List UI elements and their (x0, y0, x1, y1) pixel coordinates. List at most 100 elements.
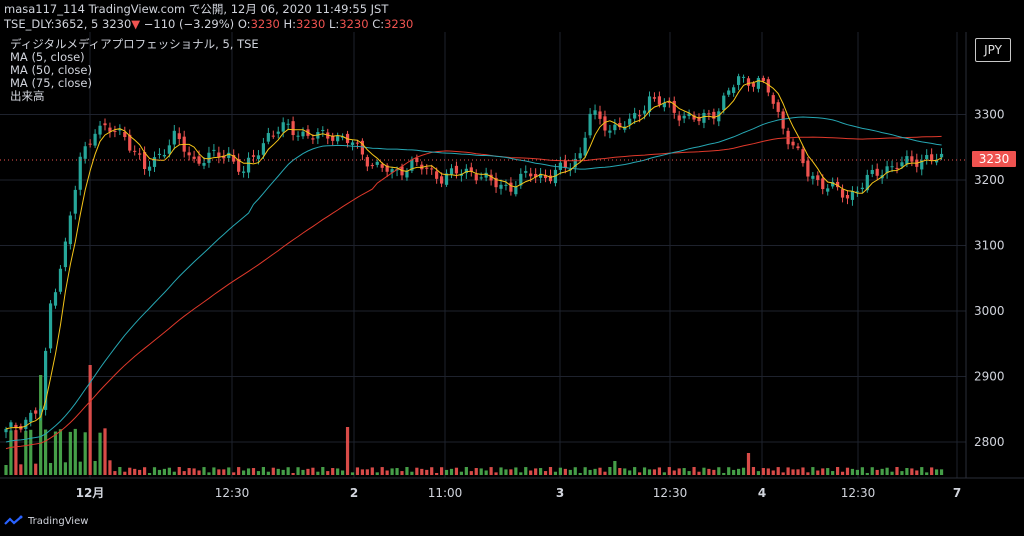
volume-bar (865, 472, 869, 475)
grid (0, 32, 966, 478)
candle-body (425, 167, 429, 169)
candle-body (548, 175, 553, 182)
candle-body (68, 215, 72, 245)
candle-body (479, 177, 483, 179)
candle-body (237, 159, 241, 172)
volume-bar (336, 468, 340, 475)
volume-bar (44, 429, 48, 475)
candle-body (687, 113, 691, 117)
volume-bar (588, 469, 592, 475)
volume-bar (583, 467, 587, 475)
candle-body (440, 176, 444, 184)
candle-body (657, 96, 661, 105)
legend-ma50[interactable]: MA (50, close) (10, 63, 92, 77)
time-axis-labels: 12月 12:30 2 11:00 3 12:30 4 12:30 7 (76, 486, 962, 500)
volume-bar (756, 471, 760, 475)
brand-name: TradingView (28, 515, 89, 527)
candle-body (464, 168, 468, 174)
volume-bar (182, 471, 186, 475)
volume-bar (647, 469, 652, 475)
volume-bar (687, 471, 691, 475)
candle-body (682, 115, 686, 119)
candle-body (138, 153, 142, 155)
currency-button[interactable]: JPY (975, 38, 1011, 62)
high-value: 3230 (296, 17, 326, 31)
volume-bar (623, 468, 627, 475)
candle-body (207, 152, 211, 163)
ma5-line (5, 80, 942, 430)
volume-bar (395, 468, 399, 475)
volume-bar (19, 464, 23, 475)
volume-bar (227, 467, 231, 475)
candle-body (167, 145, 171, 154)
candle-body (370, 165, 374, 167)
volume-bar (103, 428, 107, 475)
volume-bar (83, 432, 87, 475)
volume-bar (207, 472, 211, 475)
candle-body (573, 158, 577, 168)
volume-bar (449, 468, 454, 475)
volume-bar (370, 467, 374, 475)
volume-bar (440, 467, 444, 475)
candle-body (93, 133, 97, 146)
volume-bar (682, 468, 686, 475)
candle-body (801, 149, 805, 164)
volume-bar (766, 468, 770, 475)
volume-bar (534, 468, 538, 475)
volume-bar (276, 468, 280, 475)
candle-body (242, 171, 246, 173)
volume-bar (737, 468, 741, 475)
volume-bar (746, 453, 751, 475)
volume-bar (326, 471, 330, 475)
volume-bar (237, 467, 241, 475)
volume-bar (771, 470, 775, 475)
candle-body (534, 173, 538, 178)
candle-body (172, 130, 176, 145)
volume-bar (311, 467, 315, 475)
price-label: 2900 (974, 370, 1005, 384)
candle-body (63, 241, 67, 268)
candle-body (652, 97, 657, 99)
candle-body (558, 162, 562, 170)
candle-body (638, 115, 642, 117)
candle-body (514, 186, 518, 195)
volume-bar (514, 467, 518, 475)
volume-bar (48, 462, 53, 475)
candle-body (286, 123, 290, 125)
legend-ma75[interactable]: MA (75, close) (10, 76, 92, 90)
time-label: 4 (758, 486, 766, 500)
candle-body (712, 111, 716, 119)
candle-body (806, 160, 810, 177)
candle-body (662, 102, 666, 108)
volume-bar (786, 467, 790, 475)
candle-body (34, 410, 38, 414)
price-chart[interactable]: 3300 3200 3100 3000 2900 2800 12月 12:30 2 11:00 3… (0, 32, 1024, 504)
candle-body (341, 136, 345, 138)
candle-body (133, 150, 137, 152)
candle-body (53, 292, 58, 306)
volume-bar (633, 467, 637, 475)
candle-body (766, 79, 770, 93)
candle-body (24, 419, 28, 429)
candle-body (4, 428, 8, 433)
candle-body (905, 156, 909, 165)
candle-body (920, 160, 924, 170)
candle-body (603, 116, 607, 131)
candle-body (756, 78, 760, 89)
legend-volume[interactable]: 出来高 (10, 89, 45, 103)
time-label: 3 (556, 486, 564, 500)
candle-body (925, 155, 929, 160)
price-axis-labels: 3300 3200 3100 3000 2900 2800 (974, 108, 1005, 450)
volume-bar (192, 468, 196, 475)
price-label: 3300 (974, 108, 1005, 122)
candle-body (276, 131, 280, 134)
candle-body (935, 159, 939, 163)
candle-body (311, 138, 315, 140)
candle-body (271, 135, 275, 137)
candle-body (900, 162, 904, 167)
candle-body (197, 156, 201, 164)
legend-ma5[interactable]: MA (5, close) (10, 50, 85, 64)
candle-body (628, 118, 632, 125)
volume-bar (138, 469, 142, 475)
tradingview-logo[interactable]: TradingView (4, 515, 88, 527)
